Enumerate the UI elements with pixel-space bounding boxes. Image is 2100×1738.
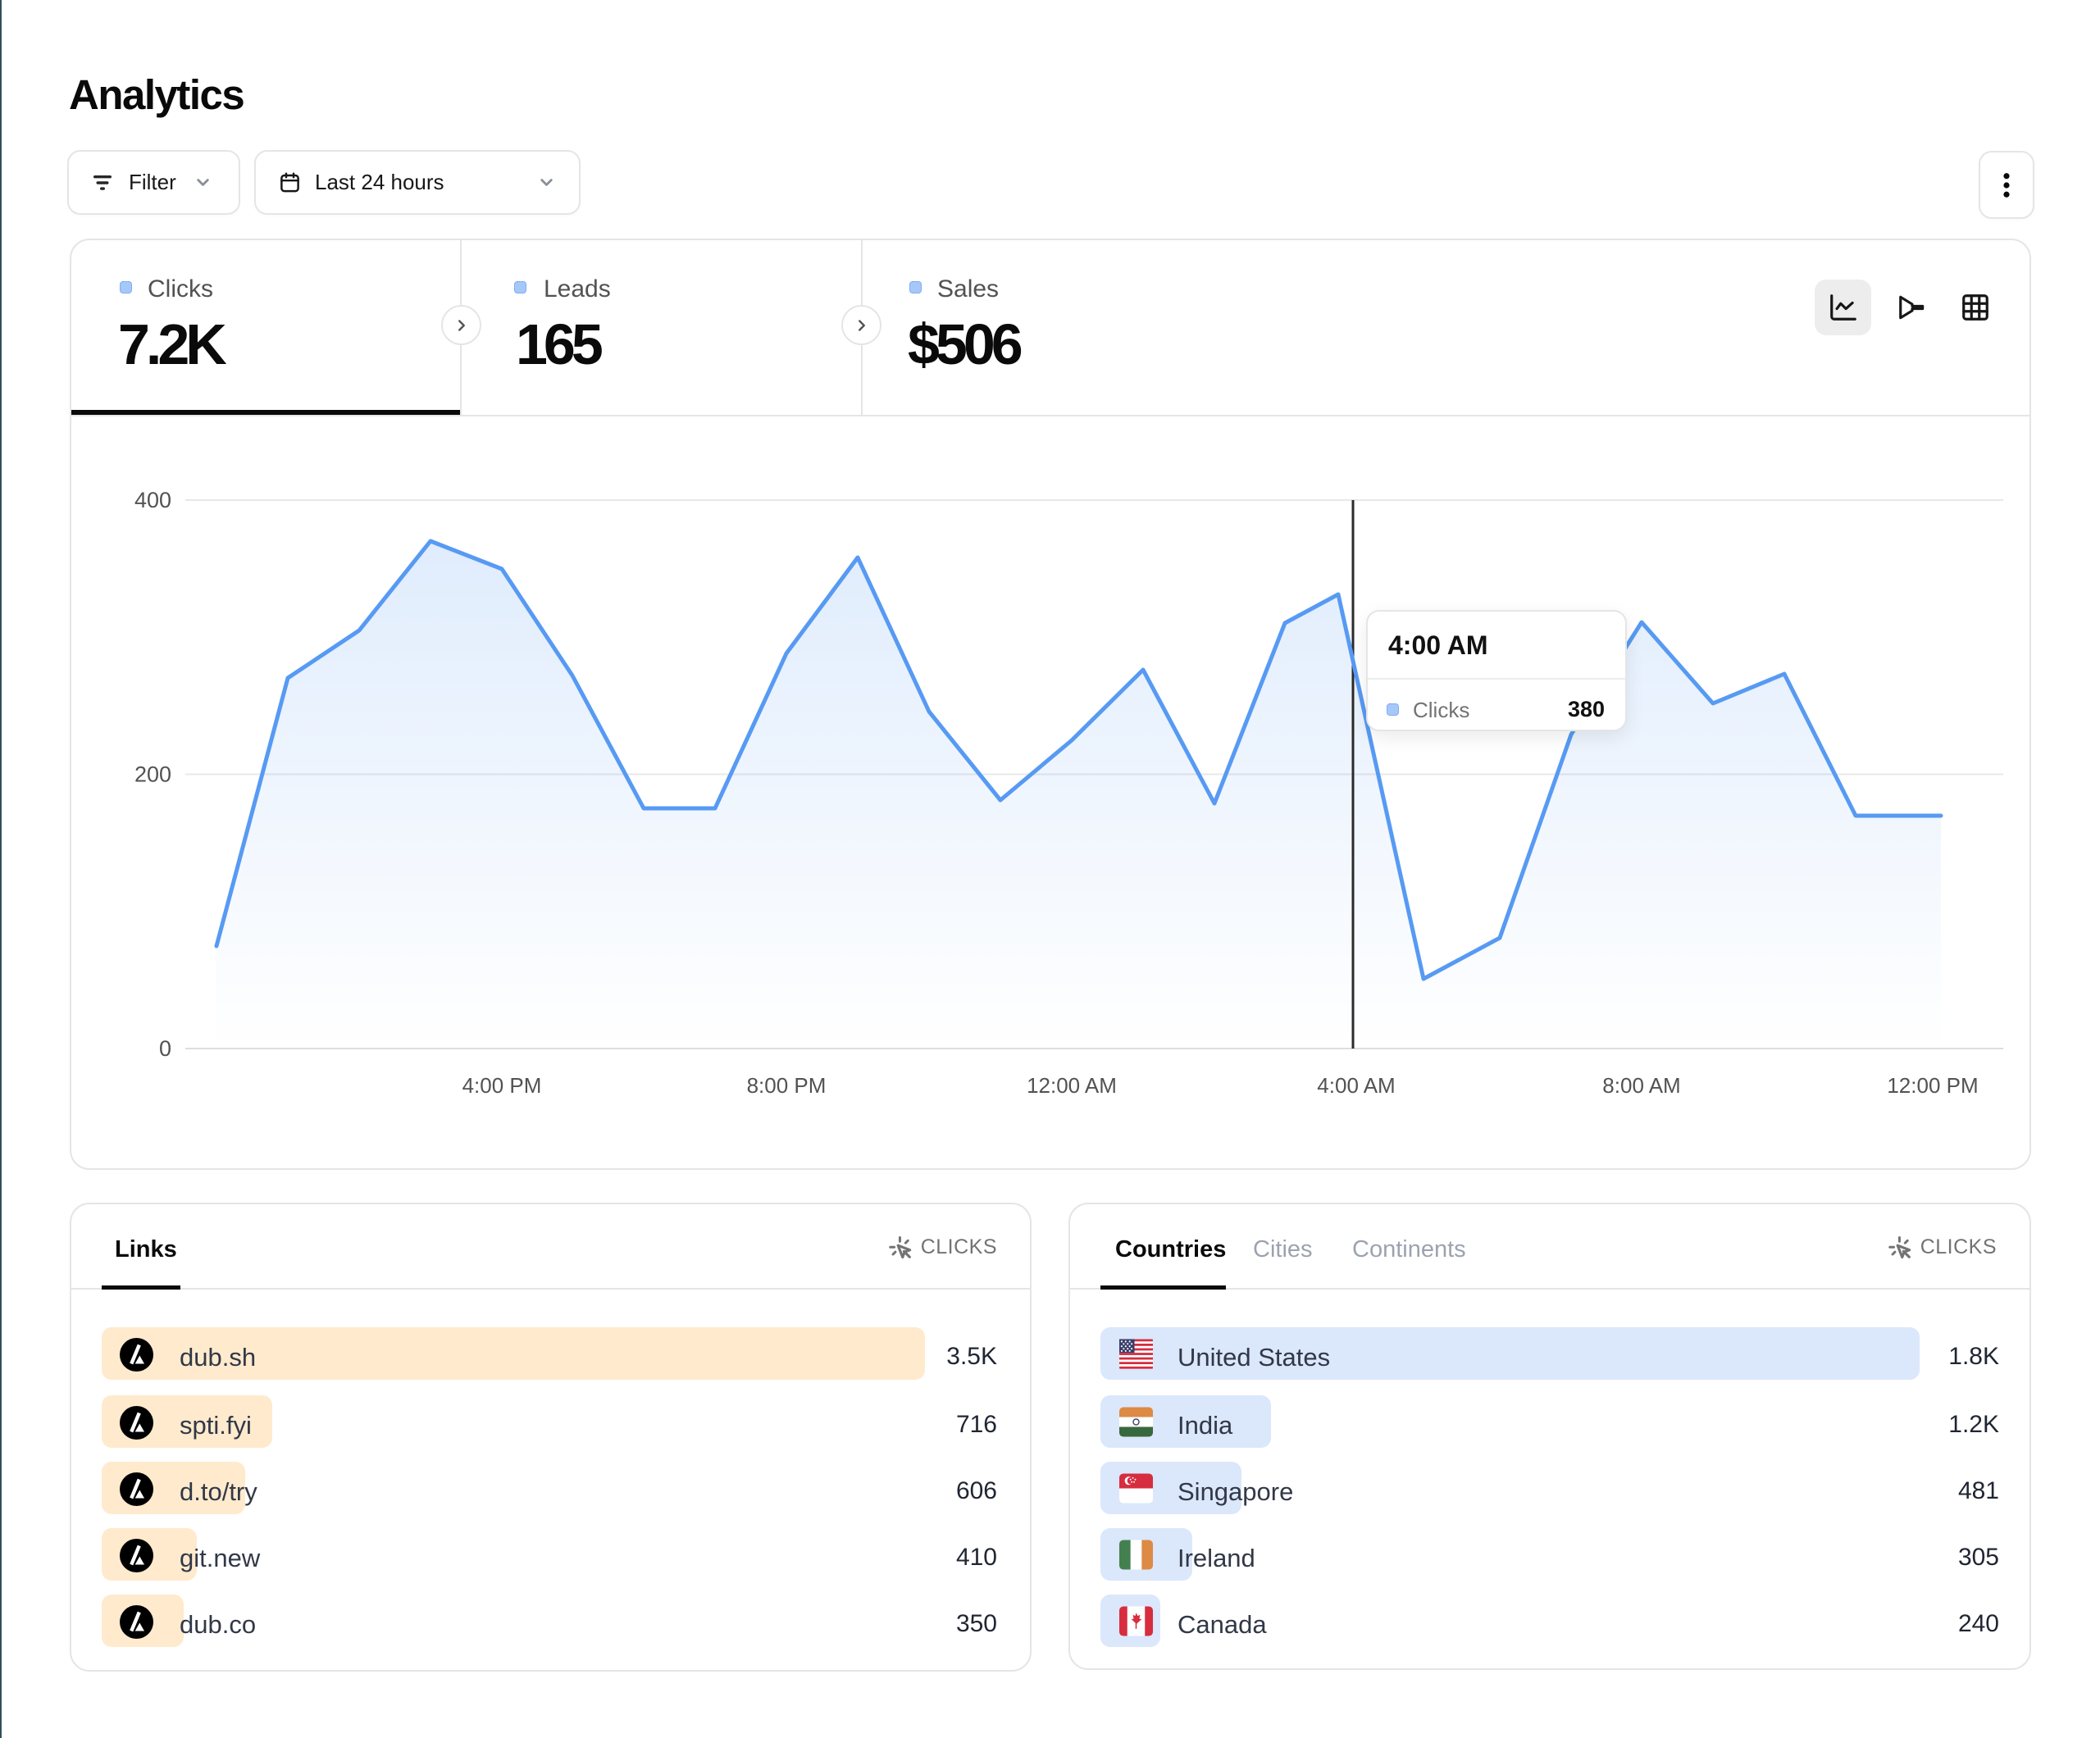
svg-text:8:00 PM: 8:00 PM (747, 1073, 827, 1098)
svg-text:4:00 AM: 4:00 AM (1317, 1073, 1395, 1098)
svg-text:0: 0 (159, 1036, 171, 1061)
svg-text:8:00 AM: 8:00 AM (1602, 1073, 1680, 1098)
svg-text:12:00 PM: 12:00 PM (1887, 1073, 1978, 1098)
svg-text:400: 400 (134, 488, 171, 512)
svg-text:12:00 AM: 12:00 AM (1027, 1073, 1117, 1098)
svg-text:4:00 PM: 4:00 PM (462, 1073, 542, 1098)
svg-text:200: 200 (134, 762, 171, 787)
